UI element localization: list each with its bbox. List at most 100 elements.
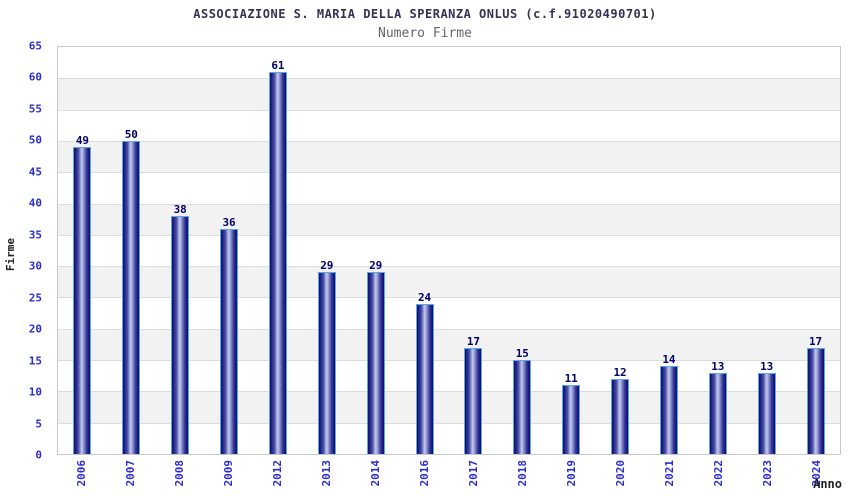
x-tick-slot: 2020 [596,460,645,498]
bar: 38 [171,204,190,454]
bar-value-label: 14 [662,353,676,367]
bar-slot: 11 [547,47,596,454]
bar-slot: 36 [205,47,254,454]
x-tick-label: 2006 [75,460,88,487]
grid-band [58,109,840,141]
bar-slot: 24 [400,47,449,454]
bar-slot: 15 [498,47,547,454]
bar: 36 [220,217,239,454]
bar: 61 [268,60,287,454]
x-tick-label: 2020 [614,460,627,487]
bar-slot: 12 [596,47,645,454]
x-tick-label: 2021 [663,460,676,487]
bar-value-label: 17 [466,334,481,348]
bar-value-label: 12 [613,365,627,379]
bar-value-label: 15 [515,347,529,361]
y-tick-label: 0 [35,448,42,462]
grid-band [58,172,840,204]
bars-group: 49 50 38 36 61 29 29 24 17 15 11 12 14 13 13 17 [58,47,840,454]
bar: 14 [659,354,678,454]
bar-slot: 49 [58,47,107,454]
bar-slot: 29 [351,47,400,454]
grid-band [58,140,840,173]
x-tick-label: 2023 [761,460,774,487]
x-tick-slot: 2009 [204,460,253,498]
x-tick-label: 2007 [124,460,137,487]
x-tick-slot: 2006 [57,460,106,498]
x-tick-slot: 2021 [645,460,694,498]
bar-value-label: 29 [369,259,383,273]
x-tick-label: 2012 [271,460,284,487]
bar: 15 [513,348,532,454]
bar-slot: 29 [302,47,351,454]
bar: 13 [708,361,727,454]
bar-slot: 61 [254,47,303,454]
x-tick-slot: 2019 [547,460,596,498]
bar-value-label: 17 [808,334,823,348]
y-tick-label: 40 [28,196,42,210]
chart-subtitle: Numero Firme [378,26,472,41]
y-tick-label: 5 [35,417,42,431]
x-tick-slot: 2008 [155,460,204,498]
x-tick-slot: 2014 [351,460,400,498]
y-tick-label: 10 [28,385,42,399]
plot-area: 49 50 38 36 61 29 29 24 17 15 11 12 14 13 13 17 [57,46,841,455]
bar: 24 [415,292,434,454]
bar: 29 [366,260,385,454]
x-tick-label: 2014 [369,460,382,487]
y-tick-label: 20 [28,322,42,336]
x-tick-label: 2008 [173,460,186,487]
y-tick-label: 15 [28,354,42,368]
x-tick-slot: 2007 [106,460,155,498]
bar-value-label: 50 [124,127,138,141]
bar-slot: 38 [156,47,205,454]
bar-slot: 17 [791,47,840,454]
x-tick-label: 2009 [222,460,235,487]
bar-slot: 50 [107,47,156,454]
bar: 17 [464,336,483,454]
bar: 12 [611,367,630,454]
x-tick-label: 2016 [418,460,431,487]
x-tick-slot: 2016 [400,460,449,498]
x-tick-slot: 2013 [302,460,351,498]
bar: 50 [122,129,141,454]
y-tick-label: 65 [28,39,42,53]
bar-value-label: 36 [222,215,236,229]
bar-slot: 17 [449,47,498,454]
x-tick-slot: 2022 [694,460,743,498]
chart-title: ASSOCIAZIONE S. MARIA DELLA SPERANZA ONL… [193,7,657,21]
x-axis-title: Anno [813,477,842,491]
x-axis-tick-labels: 2006 2007 2008 2009 2012 2013 2014 2016 2017 2018… [57,460,841,498]
bar-value-label: 11 [564,372,578,386]
y-tick-label: 30 [28,259,42,273]
x-tick-slot: 2023 [743,460,792,498]
bar-slot: 14 [645,47,694,454]
grid-band [58,78,840,110]
bar: 13 [757,361,776,454]
y-tick-label: 50 [28,133,42,147]
x-tick-label: 2022 [712,460,725,487]
bar-slot: 13 [742,47,791,454]
x-tick-label: 2013 [320,460,333,487]
grid-band [58,47,840,79]
x-tick-label: 2017 [467,460,480,487]
x-tick-slot: 2012 [253,460,302,498]
x-tick-label: 2018 [516,460,529,487]
bar-value-label: 61 [271,59,285,73]
y-tick-label: 45 [28,165,42,179]
bar-value-label: 13 [760,359,774,373]
bar-value-label: 49 [75,134,90,148]
bar: 11 [562,373,581,454]
x-tick-slot: 2018 [498,460,547,498]
bar: 29 [317,260,336,454]
y-tick-label: 55 [28,102,42,116]
bar-slot: 13 [693,47,742,454]
y-tick-label: 25 [28,291,42,305]
x-tick-label: 2019 [565,460,578,487]
y-tick-label: 35 [28,228,42,242]
bar-value-label: 13 [711,359,725,373]
y-tick-label: 60 [28,70,42,84]
bar: 17 [806,336,825,454]
bar-value-label: 38 [173,203,187,217]
